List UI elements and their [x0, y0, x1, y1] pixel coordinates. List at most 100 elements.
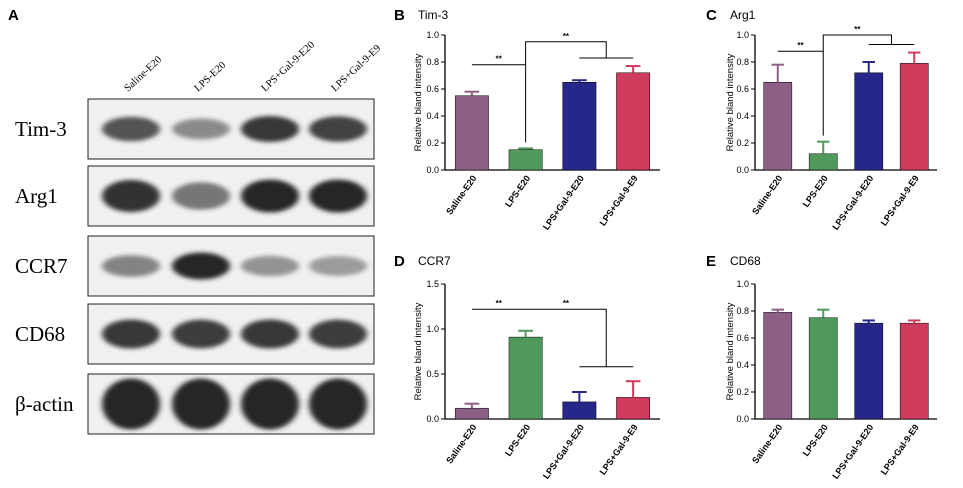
panel-letter: C	[706, 7, 717, 24]
y-tick-label: 0.5	[426, 369, 439, 379]
x-tick-label: Saline-E20	[750, 173, 784, 216]
blot-row: CD68	[15, 303, 375, 365]
y-tick-label: 0.6	[736, 333, 749, 343]
blot-band	[172, 182, 230, 210]
y-tick-label: 0.0	[736, 414, 749, 424]
blot-band	[241, 378, 299, 430]
bar	[899, 322, 929, 420]
x-tick-label: LPS+Gal-9-E9	[598, 173, 640, 227]
bar	[562, 401, 597, 420]
bar	[508, 336, 543, 420]
y-tick-label: 1.0	[426, 30, 439, 40]
bar	[454, 95, 489, 171]
y-axis-label: Relative bland intensity	[725, 53, 736, 151]
western-blot-panel: A Saline-E20 LPS-E20 LPS+Gal-9-E20 LPS+Gal-…	[8, 7, 384, 435]
blot-band	[102, 319, 160, 349]
significance-line	[525, 308, 607, 367]
x-tick-label: LPS+Gal-9-E20	[830, 173, 875, 231]
y-axis-label: Relative bland intensity	[413, 53, 424, 151]
y-axis-label: Relative bland intensity	[725, 302, 736, 400]
blot-row: β-actin	[15, 373, 375, 435]
y-tick-label: 0.8	[426, 57, 439, 67]
blot-row: Arg1	[15, 165, 375, 227]
chart-title: Tim-3	[418, 8, 449, 22]
significance-marker: **	[496, 55, 503, 64]
blot-band	[309, 256, 367, 276]
x-tick-label: LPS-E20	[801, 173, 830, 209]
blot-band	[102, 179, 160, 213]
blot-band	[172, 319, 230, 349]
blot-band	[102, 255, 160, 277]
chart-title: Arg1	[730, 8, 756, 22]
bar	[616, 72, 651, 171]
x-tick-label: LPS-E20	[503, 422, 532, 458]
significance-marker: **	[496, 299, 503, 308]
y-tick-label: 0.4	[736, 360, 749, 370]
blot-band	[309, 116, 367, 142]
lane-label: LPS+Gal-9-E9	[330, 43, 384, 94]
blot-band	[309, 319, 367, 349]
x-tick-label: Saline-E20	[750, 422, 784, 465]
x-tick-label: LPS+Gal-9-E20	[830, 422, 875, 480]
blot-band	[241, 115, 299, 143]
significance-marker: **	[563, 32, 570, 41]
panel-letter-a: A	[8, 7, 19, 24]
chart-e: E CD68 0.0 0.2 0.4 0.6 0.8 1.0 Relative bland in…	[706, 253, 937, 481]
y-tick-label: 0.0	[426, 414, 439, 424]
lane-label: LPS-E20	[193, 60, 229, 94]
x-tick-label: LPS-E20	[801, 422, 830, 458]
lane-label: Saline-E20	[123, 54, 165, 94]
blot-band	[309, 378, 367, 430]
bar	[854, 72, 884, 171]
blot-band	[102, 116, 160, 142]
lane-label: LPS+Gal-9-E20	[260, 40, 317, 95]
significance-line	[822, 34, 892, 136]
blot-label: CD68	[15, 322, 65, 346]
x-tick-label: LPS+Gal-9-E20	[541, 422, 586, 480]
panel-letter: D	[394, 253, 405, 270]
chart-title: CD68	[730, 254, 761, 268]
bar	[808, 317, 838, 420]
panel-letter: B	[394, 7, 405, 24]
bar	[508, 149, 543, 171]
y-tick-label: 0.6	[736, 84, 749, 94]
bar	[616, 397, 651, 420]
x-tick-label: LPS+Gal-9-E20	[541, 173, 586, 231]
x-tick-label: LPS-E20	[503, 173, 532, 209]
y-axis-label: Relative bland intensity	[413, 302, 424, 400]
x-tick-label: LPS+Gal-9-E9	[879, 422, 921, 476]
chart-d: D CCR7 0.0 0.5 1.0 1.5 Relative bland intensit…	[394, 253, 660, 481]
chart-c: C Arg1 0.0 0.2 0.4 0.6 0.8 1.0 Relative bland in…	[706, 7, 937, 232]
x-tick-label: LPS+Gal-9-E9	[598, 422, 640, 476]
y-tick-label: 0.2	[426, 138, 439, 148]
y-tick-label: 0.6	[426, 84, 439, 94]
blot-band	[241, 319, 299, 349]
lane-labels: Saline-E20 LPS-E20 LPS+Gal-9-E20 LPS+Gal-9-…	[123, 40, 384, 95]
blot-row: CCR7	[15, 235, 375, 297]
blot-label: β-actin	[15, 392, 74, 416]
blot-band	[102, 378, 160, 430]
bar	[808, 153, 838, 171]
y-tick-label: 0.8	[736, 57, 749, 67]
bar	[454, 407, 489, 420]
significance-marker: **	[854, 25, 861, 34]
significance-line	[525, 41, 607, 143]
blot-band	[241, 255, 299, 277]
bar	[854, 322, 884, 420]
y-tick-label: 1.0	[426, 324, 439, 334]
blot-band	[241, 179, 299, 213]
blot-band	[172, 378, 230, 430]
bar	[763, 82, 793, 171]
y-tick-label: 0.8	[736, 306, 749, 316]
blot-band	[172, 252, 230, 280]
blot-band	[309, 179, 367, 213]
y-tick-label: 0.0	[426, 165, 439, 175]
y-tick-label: 0.0	[736, 165, 749, 175]
blot-band	[172, 118, 230, 140]
blot-label: Tim-3	[15, 117, 67, 141]
y-tick-label: 0.4	[426, 111, 439, 121]
y-tick-label: 0.2	[736, 387, 749, 397]
bar	[763, 312, 793, 420]
